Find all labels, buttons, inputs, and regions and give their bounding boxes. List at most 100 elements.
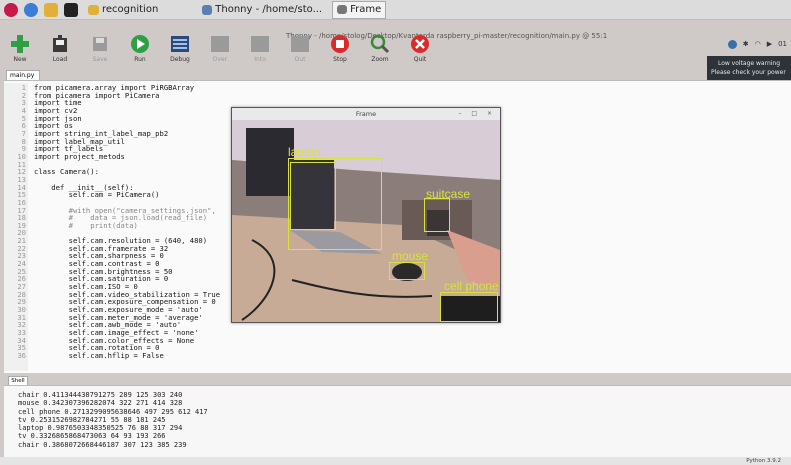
taskbar-item-recognition[interactable]: recognition <box>84 2 162 18</box>
save-button[interactable]: Save <box>80 26 120 68</box>
code-line: 33 self.cam.image_effect = 'none' <box>4 329 220 337</box>
shell-tab-label: Shell <box>11 378 25 384</box>
load-button[interactable]: Load <box>40 26 80 68</box>
taskbar-item-thonny[interactable]: Thonny - /home/sto... <box>198 2 326 18</box>
line-number: 32 <box>17 320 26 330</box>
line-number: 27 <box>17 282 26 292</box>
line-number: 7 <box>21 128 26 138</box>
line-number: 1 <box>21 83 26 92</box>
update-icon[interactable] <box>727 40 737 49</box>
code-text: def __init__(self): <box>34 182 134 192</box>
line-number: 20 <box>17 228 26 238</box>
detection-box-suitcase <box>424 198 450 232</box>
new-icon <box>10 34 30 54</box>
shell-line: chair 0.3868072668446187 307 123 385 239 <box>18 440 187 449</box>
folder-icon[interactable] <box>44 2 58 17</box>
raspberry-menu-icon[interactable] <box>4 2 18 17</box>
frame-title: Frame <box>355 110 377 118</box>
window-controls[interactable]: – □ × <box>458 110 496 117</box>
step-over-button[interactable]: Over <box>200 26 240 68</box>
code-text: class Camera(): <box>34 167 99 177</box>
code-text: self.cam.saturation = 0 <box>34 274 169 284</box>
code-line: 7 import string_int_label_map_pb2 <box>4 130 220 138</box>
line-number: 36 <box>17 350 26 360</box>
code-line: 29 self.cam.exposure_compensation = 0 <box>4 298 220 306</box>
volume-icon[interactable]: ▶ <box>766 40 773 48</box>
frame-window[interactable]: Frame – □ × laptop <box>231 107 501 323</box>
code-line: 13 <box>4 176 220 184</box>
load-label: Load <box>52 56 68 63</box>
tab-main-py[interactable]: main.py × <box>6 70 40 89</box>
quit-button[interactable]: Quit <box>400 26 440 68</box>
shell-output: chair 0.411344438791275 289 125 303 240 m… <box>18 391 208 449</box>
folder-icon <box>88 4 99 15</box>
code-text: import tf_labels <box>34 144 104 154</box>
wifi-icon[interactable]: ◠ <box>754 40 761 48</box>
code-line: 23 self.cam.sharpness = 0 <box>4 252 220 260</box>
python-version: Python 3.9.2 <box>746 458 781 464</box>
warning-title: Low voltage warning <box>717 60 781 67</box>
step-into-button[interactable]: Into <box>240 26 280 68</box>
line-number: 6 <box>21 121 26 131</box>
code-text: self.cam = PiCamera() <box>34 190 160 200</box>
frame-title-bar[interactable]: Frame – □ × <box>232 108 500 120</box>
code-text: self.cam.hflip = False <box>34 350 164 360</box>
line-number: 25 <box>17 266 26 276</box>
detection-box-mouse <box>389 262 425 280</box>
code-line: 31 self.cam.meter_mode = 'average' <box>4 314 220 322</box>
code-text: import label_map_util <box>34 136 125 146</box>
code-text: # data = json.load(read_file) <box>34 213 208 223</box>
code-lines: 1 from picamera.array import PiRGBArray 2 f… <box>4 84 220 360</box>
line-number: 3 <box>21 98 26 108</box>
code-line: 36 self.cam.hflip = False <box>4 352 220 360</box>
browser-icon[interactable] <box>24 2 38 17</box>
step-out-button[interactable]: Out <box>280 26 320 68</box>
code-text: # print(data) <box>34 220 138 230</box>
zoom-button[interactable]: Zoom <box>360 26 400 68</box>
step-out-icon <box>290 34 310 54</box>
line-number: 33 <box>17 328 26 337</box>
code-line: 1 from picamera.array import PiRGBArray <box>4 84 220 92</box>
taskbar-item-label: Thonny - /home/sto... <box>215 4 323 15</box>
code-line: 8 import label_map_util <box>4 136 220 146</box>
detection-label-suitcase: suitcase <box>426 187 471 201</box>
shell-line: tv 0.3326865868473063 64 93 193 266 <box>18 432 166 441</box>
line-number: 22 <box>17 243 26 253</box>
debug-label: Debug <box>170 56 190 63</box>
line-number: 30 <box>17 305 26 315</box>
low-voltage-warning: Low voltage warning Please check your po… <box>707 56 791 80</box>
line-number: 19 <box>17 220 26 230</box>
code-line: 26 self.cam.saturation = 0 <box>4 275 220 283</box>
detection-box-laptop-inner <box>290 162 336 230</box>
shell-panel[interactable]: chair 0.411344438791275 289 125 303 240 m… <box>4 385 791 458</box>
detection-label-cell-phone: cell phone <box>444 279 499 293</box>
taskbar-item-frame[interactable]: Frame <box>332 0 387 19</box>
new-button[interactable]: New <box>0 26 40 68</box>
code-text: import cv2 <box>34 105 78 115</box>
line-number: 2 <box>21 90 26 100</box>
step-over-label: Over <box>212 56 228 63</box>
toolbar: New Load Save Run Debug Over Into Out <box>0 26 791 68</box>
bluetooth-icon[interactable]: ✱ <box>742 40 749 48</box>
step-over-icon <box>210 34 230 54</box>
code-text: self.cam.exposure_mode = 'auto' <box>34 305 203 315</box>
code-line: 11 <box>4 160 220 169</box>
code-line: 2 from picamera import PiCamera <box>4 90 220 100</box>
line-number: 17 <box>17 205 26 215</box>
clock[interactable]: 01 <box>778 40 787 48</box>
shell-line: cell phone 0.2713299095638646 497 295 61… <box>18 407 208 416</box>
line-number: 31 <box>17 312 26 322</box>
code-line: 12 class Camera(): <box>4 168 220 176</box>
taskbar-item-label: Frame <box>350 4 382 15</box>
quit-icon <box>410 34 430 54</box>
line-number: 5 <box>21 113 26 123</box>
step-into-icon <box>250 34 270 54</box>
line-number: 13 <box>17 174 26 184</box>
code-text: #with open("camera_settings.json", <box>34 205 216 215</box>
taskbar-item-label: recognition <box>102 4 159 15</box>
line-number: 9 <box>21 144 26 154</box>
debug-button[interactable]: Debug <box>160 26 200 68</box>
terminal-icon[interactable] <box>64 2 78 17</box>
stop-button[interactable]: Stop <box>320 26 360 68</box>
run-button[interactable]: Run <box>120 26 160 68</box>
